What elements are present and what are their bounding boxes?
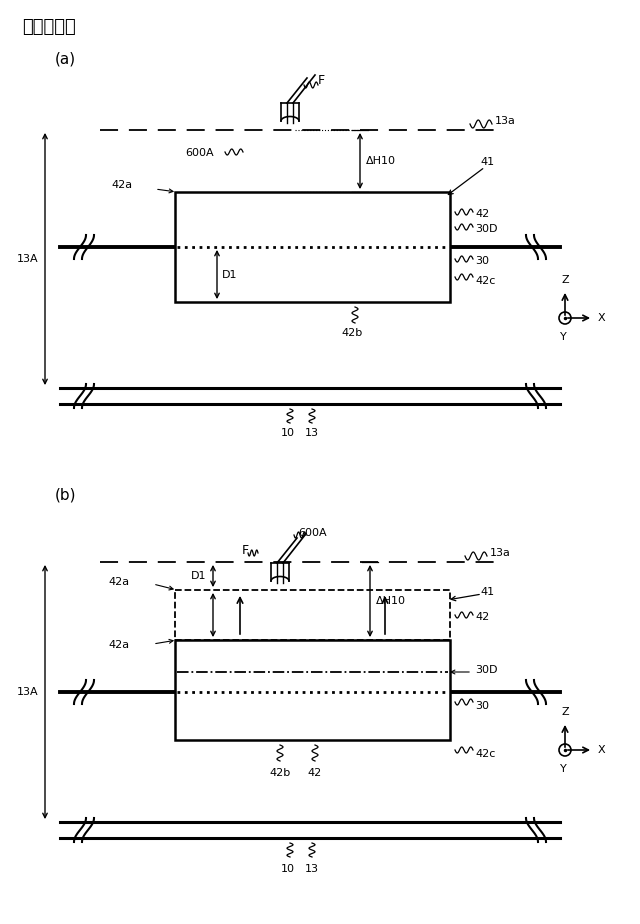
Text: 42b: 42b [341,328,363,338]
Text: 30D: 30D [475,224,497,234]
Text: 10: 10 [281,428,295,438]
Text: 42c: 42c [475,276,495,286]
Bar [175,590,450,640]
Text: 42b: 42b [269,768,291,778]
Text: Y: Y [559,332,566,342]
Text: 41: 41 [480,587,494,597]
Text: X: X [598,745,605,755]
Text: 30D: 30D [475,665,497,675]
Text: 42: 42 [475,612,489,622]
Text: Z: Z [561,275,569,285]
Text: 13a: 13a [490,548,511,558]
Bar [175,640,450,740]
Text: 13a: 13a [495,116,516,126]
Text: (b): (b) [55,488,77,503]
Bar [175,192,450,302]
Text: 30: 30 [475,701,489,711]
Text: 42c: 42c [475,749,495,759]
Text: 13A: 13A [17,687,38,697]
Text: X: X [598,313,605,323]
Text: 13: 13 [305,428,319,438]
Text: 30: 30 [475,256,489,266]
Text: 13A: 13A [17,254,38,264]
Text: (a): (a) [55,52,76,67]
Text: 42: 42 [308,768,322,778]
Text: 600A: 600A [185,148,214,158]
Text: D1: D1 [222,270,237,279]
Text: 600A: 600A [298,528,326,538]
Text: Z: Z [561,707,569,717]
Text: 41: 41 [480,157,494,167]
Text: D1: D1 [191,571,207,581]
Text: 42a: 42a [109,577,130,587]
Text: 42a: 42a [109,640,130,650]
Text: F: F [242,543,249,556]
Text: 42a: 42a [112,180,133,190]
Text: ΔH10: ΔH10 [376,596,406,606]
Text: ΔH10: ΔH10 [366,156,396,166]
Text: 42: 42 [475,209,489,219]
Text: 10: 10 [281,864,295,874]
Text: 【図５１】: 【図５１】 [22,18,76,36]
Text: Y: Y [559,764,566,774]
Text: 13: 13 [305,864,319,874]
Text: F: F [318,74,325,87]
